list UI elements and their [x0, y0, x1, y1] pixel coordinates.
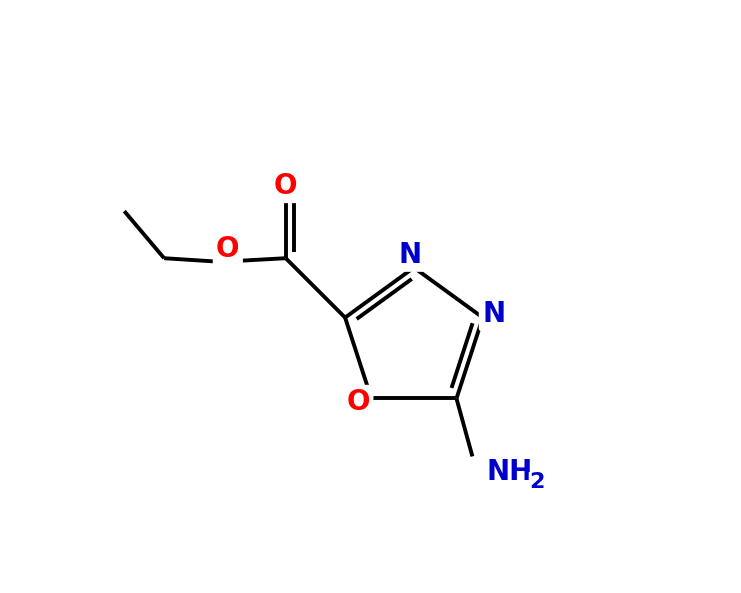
Text: 2: 2 — [529, 473, 545, 492]
Text: NH: NH — [487, 458, 534, 486]
Text: O: O — [274, 172, 297, 200]
Text: N: N — [399, 241, 422, 269]
Text: O: O — [216, 235, 239, 263]
Text: O: O — [347, 388, 370, 416]
Text: N: N — [482, 300, 505, 328]
